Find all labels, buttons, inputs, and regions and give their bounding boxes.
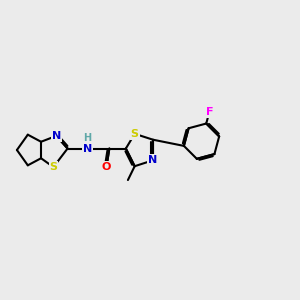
Text: N: N [148, 155, 158, 165]
Text: N: N [52, 131, 61, 141]
Text: O: O [102, 162, 111, 172]
Text: F: F [206, 107, 213, 117]
Text: N: N [83, 143, 92, 154]
Text: S: S [131, 129, 139, 139]
Text: S: S [50, 162, 57, 172]
Text: H: H [83, 133, 92, 143]
